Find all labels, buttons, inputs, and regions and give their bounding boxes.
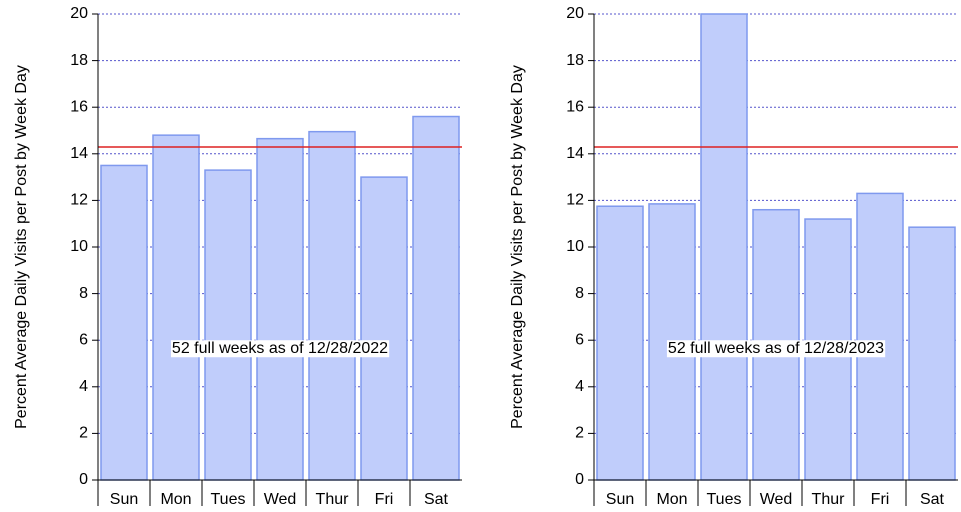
y-tick-label: 8 xyxy=(575,285,584,302)
y-tick-label: 0 xyxy=(79,471,88,488)
y-axis-label: Percent Average Daily Visits per Post by… xyxy=(13,65,30,429)
y-tick-label: 16 xyxy=(566,98,584,115)
x-tick-label: Mon xyxy=(656,491,687,508)
x-tick-label: Thur xyxy=(812,491,846,508)
y-tick-label: 4 xyxy=(575,378,584,395)
y-tick-label: 8 xyxy=(79,285,88,302)
x-tick-label: Sat xyxy=(424,491,449,508)
y-tick-label: 14 xyxy=(70,145,88,162)
x-tick-label: Wed xyxy=(760,491,793,508)
bar xyxy=(360,176,408,481)
bar xyxy=(596,205,644,481)
x-tick-label: Thur xyxy=(316,491,350,508)
y-tick-label: 6 xyxy=(575,331,584,348)
y-tick-label: 2 xyxy=(575,425,584,442)
panel: 0 2 4 6 8 10 12 14 16 18 20 Sun Mon Tues Wed Thur Fri Sat… xyxy=(509,5,958,508)
x-tick-label: Mon xyxy=(160,491,191,508)
y-tick-label: 12 xyxy=(566,192,584,209)
x-tick-label: Tues xyxy=(211,491,246,508)
x-tick-label: Sun xyxy=(110,491,138,508)
x-tick-label: Tues xyxy=(707,491,742,508)
bar xyxy=(856,192,904,481)
y-tick-label: 18 xyxy=(70,52,88,69)
y-axis-label: Percent Average Daily Visits per Post by… xyxy=(509,65,526,429)
y-tick-label: 2 xyxy=(79,425,88,442)
bar xyxy=(100,164,148,481)
bar xyxy=(412,115,460,481)
bar xyxy=(256,137,304,481)
y-tick-label: 0 xyxy=(575,471,584,488)
annotation: 52 full weeks as of 12/28/2023 xyxy=(668,340,884,357)
x-tick-label: Wed xyxy=(264,491,297,508)
y-tick-label: 10 xyxy=(70,238,88,255)
bar xyxy=(152,134,200,481)
y-tick-label: 18 xyxy=(566,52,584,69)
annotation-bg xyxy=(170,340,390,358)
bar xyxy=(204,169,252,481)
y-tick-label: 6 xyxy=(79,331,88,348)
x-tick-label: Sat xyxy=(920,491,945,508)
x-tick-label: Fri xyxy=(871,491,890,508)
x-tick-label: Fri xyxy=(375,491,394,508)
bar xyxy=(700,13,748,481)
annotation: 52 full weeks as of 12/28/2022 xyxy=(172,340,388,357)
x-tick-label: Sun xyxy=(606,491,634,508)
annotation-bg xyxy=(666,340,886,358)
y-tick-label: 14 xyxy=(566,145,584,162)
y-tick-label: 10 xyxy=(566,238,584,255)
y-tick-label: 4 xyxy=(79,378,88,395)
y-tick-label: 12 xyxy=(70,192,88,209)
panel: 0 2 4 6 8 10 12 14 16 18 20 Sun Mon Tues Wed Thur Fri Sat… xyxy=(13,5,462,508)
y-tick-label: 20 xyxy=(70,5,88,22)
y-tick-label: 20 xyxy=(566,5,584,22)
y-tick-label: 16 xyxy=(70,98,88,115)
bar xyxy=(308,130,356,481)
bar xyxy=(908,226,956,481)
